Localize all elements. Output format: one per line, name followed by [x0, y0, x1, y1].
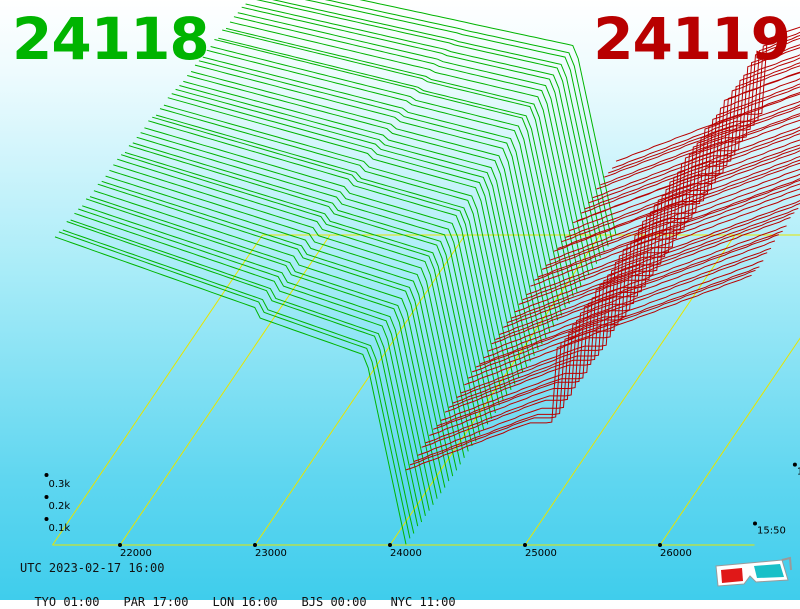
y-tick-label: 0.2k — [49, 501, 71, 512]
bid-slice-line — [152, 117, 503, 401]
timezone-par: PAR 17:00 — [123, 595, 188, 609]
price-tick-marker — [253, 543, 257, 547]
x-tick-label: 24000 — [390, 548, 422, 559]
ask-slice-line — [507, 128, 800, 323]
x-tick-label: 22000 — [120, 548, 152, 559]
timezone-list: TYO 01:00 PAR 17:00 LON 16:00 BJS 00:00 NYC … — [20, 581, 480, 609]
bid-slice-line — [67, 222, 418, 527]
time-tick-label: 15:50 — [757, 526, 786, 537]
price-tick-marker — [658, 543, 662, 547]
bid-slice-line — [164, 105, 515, 384]
bid-slice-line — [211, 47, 562, 316]
bid-slice-line — [199, 61, 550, 333]
axis-labels: 22000 23000 24000 25000 26000 0.1k 0.2k 0.3k 15:… — [45, 227, 800, 559]
utc-timestamp: UTC 2023-02-17 16:00 — [20, 561, 165, 575]
floor-left-edge — [53, 235, 263, 545]
y-tick-label: 0.1k — [49, 523, 71, 534]
price-tick-marker — [523, 543, 527, 547]
bid-slice-line — [133, 143, 484, 430]
3d-glasses-icon[interactable] — [712, 556, 792, 592]
bid-slice-line — [63, 230, 414, 534]
volume-tick-marker — [45, 495, 49, 499]
timezone-bjs: BJS 00:00 — [302, 595, 367, 609]
price-tick-marker — [388, 543, 392, 547]
x-tick-label: 25000 — [525, 548, 557, 559]
bid-slice-line — [113, 165, 464, 458]
ask-slice-line — [511, 124, 800, 319]
bid-slice-line — [168, 98, 519, 378]
x-tick-label: 26000 — [660, 548, 692, 559]
bid-slice-line — [102, 181, 453, 476]
ask-slice-line — [406, 275, 752, 470]
ask-slice-line — [410, 270, 756, 465]
price-gridline — [120, 235, 330, 545]
bid-slice-line — [195, 65, 546, 338]
x-tick-label: 23000 — [255, 548, 287, 559]
timezone-nyc: NYC 11:00 — [391, 595, 456, 609]
price-tick-marker — [118, 543, 122, 547]
y-tick-label: 0.3k — [49, 479, 71, 490]
volume-tick-marker — [45, 473, 49, 477]
bid-slice-line — [172, 94, 523, 373]
bid-slice-line — [82, 206, 433, 505]
price-gridline — [525, 235, 735, 545]
bid-slice-line — [137, 137, 488, 424]
timezone-tyo: TYO 01:00 — [34, 595, 99, 609]
volume-tick-marker — [45, 517, 49, 521]
bid-slice-line — [238, 13, 589, 276]
timezone-lon: LON 16:00 — [213, 595, 278, 609]
bid-depth-series — [55, 0, 616, 544]
bid-slice-line — [59, 232, 410, 539]
